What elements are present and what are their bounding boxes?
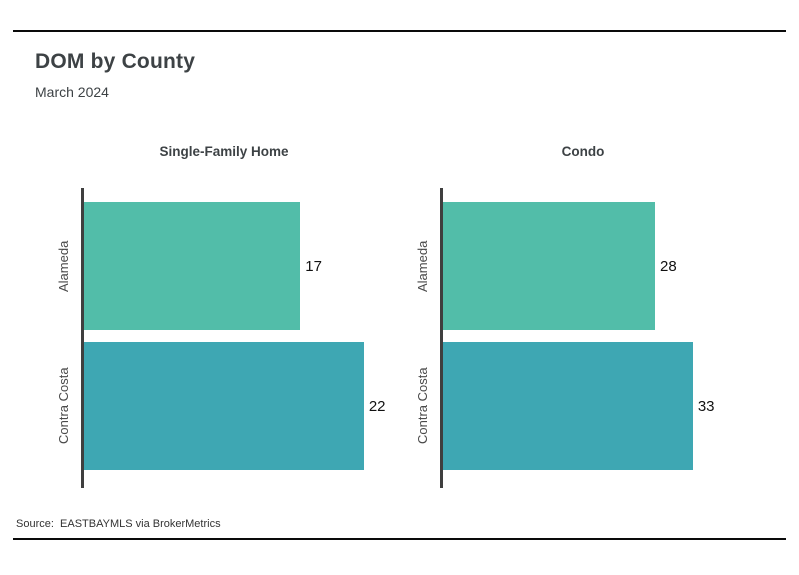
category-label: Contra Costa: [56, 367, 71, 445]
category-label: Alameda: [56, 240, 71, 292]
bottom-divider: [13, 538, 786, 540]
charts-row: Single-Family Home Alameda Contra Costa 17 2…: [46, 144, 761, 488]
bar: [84, 202, 301, 330]
category-axis-labels: Alameda Contra Costa: [405, 188, 440, 488]
bar-row: 17: [84, 202, 402, 330]
plot-area: Alameda Contra Costa 28 33: [405, 188, 761, 488]
bar-row: 22: [84, 342, 402, 470]
bar: [443, 342, 693, 470]
chart-single-family-home: Single-Family Home Alameda Contra Costa 17 2…: [46, 144, 402, 488]
chart-title: Condo: [561, 144, 605, 159]
bar: [84, 342, 364, 470]
source-note: Source: EASTBAYMLS via BrokerMetrics: [16, 518, 221, 530]
page-subtitle: March 2024: [35, 84, 109, 100]
chart-condo: Condo Alameda Contra Costa 28 33: [405, 144, 761, 488]
top-divider: [13, 30, 786, 32]
category-label: Alameda: [415, 240, 430, 292]
page-title: DOM by County: [35, 50, 196, 73]
bar: [443, 202, 655, 330]
bar-row: 33: [443, 342, 761, 470]
chart-header: DOM by County March 2024: [35, 50, 195, 100]
bar-value-label: 17: [305, 257, 322, 275]
category-label: Contra Costa: [415, 367, 430, 445]
bar-value-label: 22: [368, 397, 386, 415]
bars-column: 28 33: [440, 188, 761, 488]
bar-value-label: 33: [697, 397, 715, 415]
chart-title: Single-Family Home: [159, 144, 289, 159]
bar-row: 28: [443, 202, 761, 330]
bar-value-label: 28: [660, 257, 677, 275]
plot-area: Alameda Contra Costa 17 22: [46, 188, 402, 488]
bars-column: 17 22: [81, 188, 402, 488]
category-axis-labels: Alameda Contra Costa: [46, 188, 81, 488]
